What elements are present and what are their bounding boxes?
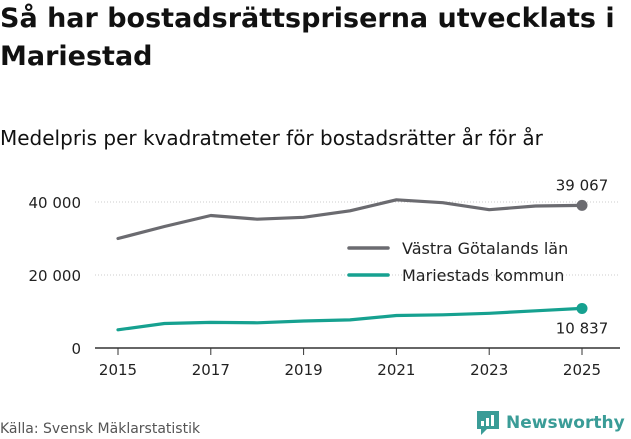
y-tick-label: 40 000 <box>29 194 82 212</box>
chart-title: Så har bostadsrättspriserna utvecklats i… <box>0 3 615 72</box>
series-line-vastra-gotaland <box>116 198 584 241</box>
chart-subtitle: Medelpris per kvadratmeter för bostadsrä… <box>0 126 543 150</box>
series-end-point <box>576 302 588 314</box>
series-end-label: 10 837 <box>556 319 609 337</box>
line-chart: 0 20 000 40 000 2015 2017 2019 2021 2023 2025 39 … <box>29 176 620 379</box>
legend-label: Västra Götalands län <box>402 239 568 258</box>
brand-logo: Newsworthy <box>476 409 625 437</box>
x-tick-label: 2015 <box>99 361 137 379</box>
x-tick-label: 2023 <box>470 361 508 379</box>
brand-name: Newsworthy <box>506 413 625 433</box>
newsworthy-logo-icon <box>477 411 499 435</box>
source-note: Källa: Svensk Mäklarstatistik <box>0 421 201 437</box>
series-end-label: 39 067 <box>556 176 609 194</box>
x-tick-label: 2021 <box>377 361 415 379</box>
series-line-mariestad <box>116 306 584 332</box>
y-tick-label: 0 <box>71 340 81 358</box>
y-tick-label: 20 000 <box>29 267 82 285</box>
x-tick-label: 2017 <box>192 361 230 379</box>
x-tick-label: 2019 <box>285 361 323 379</box>
legend-label: Mariestads kommun <box>402 266 564 285</box>
series-end-point <box>576 199 588 211</box>
x-tick-label: 2025 <box>563 361 601 379</box>
